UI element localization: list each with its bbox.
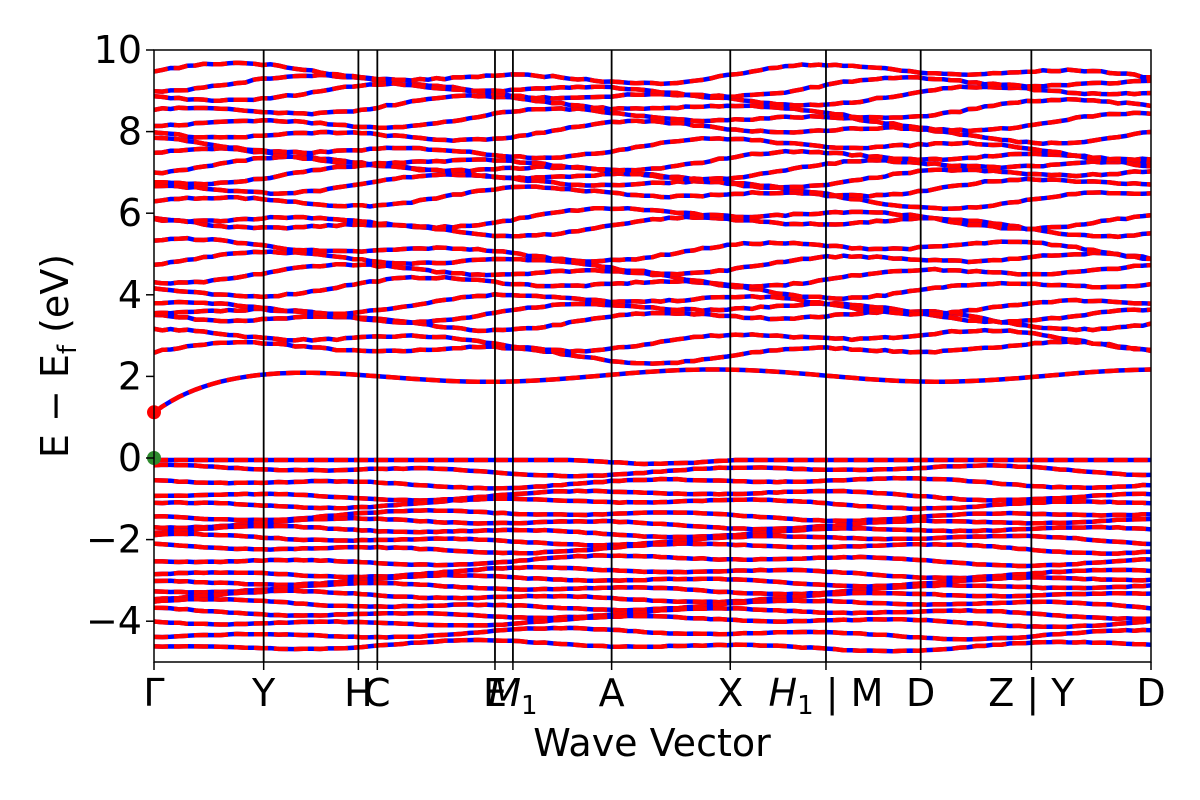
band-line-spin-up — [154, 93, 1151, 121]
x-tick-label: C — [364, 671, 391, 715]
x-axis-label: Wave Vector — [533, 721, 771, 765]
y-tick-label: 0 — [118, 436, 142, 480]
y-axis-label-unit: (eV) — [33, 254, 77, 345]
band-line-spin-up — [154, 214, 1151, 240]
band-line-spin-up — [154, 172, 1151, 199]
band-line-spin-up — [154, 496, 1151, 512]
band-line-spin-up — [154, 249, 1151, 277]
band-line-spin-up — [154, 580, 1151, 597]
band-line-spin-up — [154, 462, 1151, 479]
band-line-spin-up — [154, 135, 1151, 163]
y-tick-label: 10 — [94, 28, 142, 72]
band-line-spin-up — [154, 515, 1151, 532]
y-tick-label: 4 — [118, 273, 142, 317]
band-line-spin-up — [154, 339, 1151, 366]
band-line-spin-up — [154, 488, 1151, 503]
band-line-spin-up — [154, 541, 1151, 556]
y-axis-label-sub: f — [53, 344, 83, 354]
band-line-spin-up — [154, 235, 1151, 264]
band-line-spin-up — [154, 625, 1151, 642]
x-axis-ticks: Γ Y HC EM1 A X H1 | M D Z | Y D — [143, 662, 1166, 721]
band-line-spin-up — [154, 475, 1151, 491]
band-line-spin-up — [154, 81, 1151, 108]
y-tick-label: −4 — [86, 599, 142, 643]
band-line-spin-up — [154, 326, 1151, 354]
bands-layer — [154, 60, 1151, 654]
y-axis-label-main: E − E — [33, 354, 77, 458]
band-line-spin-up — [154, 106, 1151, 134]
x-tick-label: E — [483, 671, 507, 715]
x-tick-label: Γ — [143, 671, 164, 715]
band-line-spin-up — [154, 596, 1151, 613]
band-line-spin-up — [154, 184, 1151, 211]
band-line-spin-up — [154, 507, 1151, 524]
band-line-spin-up — [154, 553, 1151, 569]
band-line-spin-up — [154, 523, 1151, 540]
band-line-spin-up — [154, 588, 1151, 605]
x-tick-label: H — [344, 671, 373, 715]
y-tick-label: 2 — [118, 354, 142, 398]
band-line-spin-up — [154, 605, 1151, 622]
x-tick-label: X — [717, 671, 743, 715]
y-axis-label: E − Ef (eV) — [33, 254, 83, 458]
x-tick-label: D — [906, 671, 935, 715]
band-line-spin-up — [154, 60, 1151, 87]
x-tick-label: H1 | M — [769, 671, 884, 721]
y-tick-label: 6 — [118, 191, 142, 235]
band-line-spin-up — [154, 308, 1151, 334]
band-line-spin-up — [154, 564, 1151, 581]
band-line-spin-up — [154, 146, 1151, 173]
band-line-spin-down — [154, 60, 1151, 87]
band-line-spin-up — [154, 274, 1151, 301]
high-symmetry-lines — [262, 50, 1033, 662]
y-tick-label: −2 — [86, 518, 142, 562]
band-line-spin-up — [154, 457, 1151, 467]
band-line-spin-up — [154, 367, 1151, 415]
band-line-spin-up — [154, 292, 1151, 317]
x-tick-label: D — [1136, 671, 1165, 715]
band-line-spin-up — [154, 205, 1151, 232]
y-axis-ticks: −4 −2 0 2 4 6 8 10 — [86, 28, 154, 643]
band-line-spin-up — [154, 613, 1151, 630]
x-tick-label: A — [599, 671, 625, 715]
y-tick-label: 8 — [118, 110, 142, 154]
band-line-spin-down — [154, 367, 1151, 415]
x-tick-label: Z | Y — [988, 671, 1075, 716]
x-tick-label: M1 — [488, 671, 537, 721]
band-line-spin-up — [154, 118, 1151, 146]
band-line-spin-up — [154, 72, 1151, 99]
band-line-spin-up — [154, 637, 1151, 654]
x-tick-label: Y — [251, 671, 276, 715]
band-line-spin-up — [154, 531, 1151, 548]
plot-frame — [153, 49, 1152, 663]
